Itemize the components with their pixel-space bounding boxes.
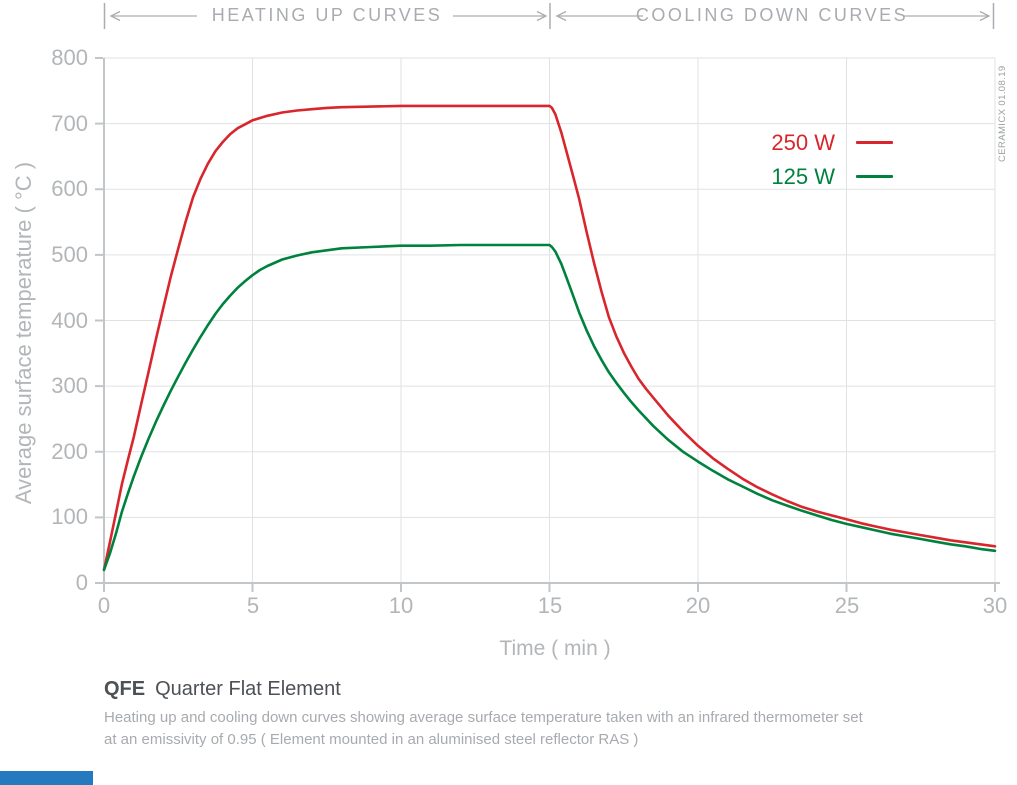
- footer-title: QFE Quarter Flat Element: [104, 678, 341, 701]
- x-tick-label: 10: [388, 593, 414, 618]
- x-tick-label: 15: [537, 593, 563, 618]
- watermark: CERAMICX 01.08.19: [997, 65, 1008, 162]
- x-axis-title: Time ( min ): [499, 637, 611, 660]
- y-tick-label: 0: [75, 570, 88, 595]
- y-tick-label: 700: [51, 111, 88, 136]
- gridlines: [104, 57, 996, 583]
- product-code: QFE: [104, 678, 146, 700]
- y-tick-label: 200: [51, 439, 88, 464]
- axes: [95, 57, 1000, 592]
- y-tick-label: 500: [51, 242, 88, 267]
- legend-label-125w: 125 W: [771, 164, 835, 189]
- footer-description-line2: at an emissivity of 0.95 ( Element mount…: [104, 731, 639, 748]
- heating-region-label: HEATING UP CURVES: [211, 5, 443, 25]
- product-name: Quarter Flat Element: [155, 678, 341, 700]
- x-tick-label: 0: [97, 593, 111, 618]
- legend-line-250w: [856, 141, 893, 144]
- series-line-250-w: [102, 104, 997, 572]
- y-tick-label: 400: [51, 308, 88, 333]
- y-tick-label: 600: [51, 176, 88, 201]
- x-tick-label: 5: [246, 593, 260, 618]
- y-tick-label: 100: [51, 504, 88, 529]
- series-line-125-w: [102, 243, 997, 572]
- legend-line-125w: [856, 175, 893, 178]
- header-arrows: [103, 3, 995, 29]
- x-tick-label: 30: [982, 593, 1008, 618]
- footer-accent-bar: [0, 771, 93, 785]
- x-tick-label: 20: [685, 593, 711, 618]
- legend-label-250w: 250 W: [771, 130, 835, 155]
- cooling-region-label: COOLING DOWN CURVES: [635, 5, 909, 25]
- x-tick-label: 25: [834, 593, 860, 618]
- y-tick-label: 300: [51, 373, 88, 398]
- y-tick-label: 800: [51, 45, 88, 70]
- footer-description-line1: Heating up and cooling down curves showi…: [104, 709, 863, 726]
